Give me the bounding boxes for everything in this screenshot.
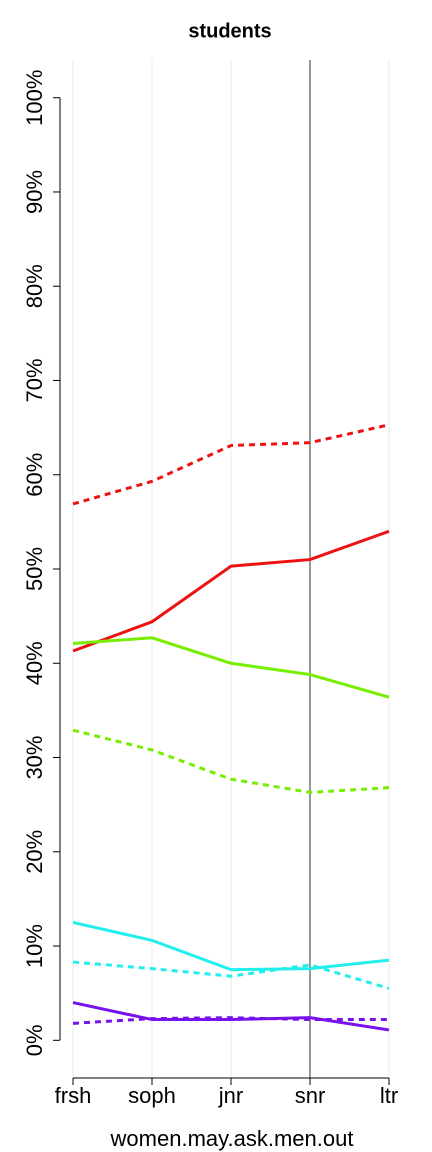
- chart-title: students: [188, 20, 271, 42]
- y-tick-label: 20%: [22, 830, 47, 874]
- y-tick-label: 90%: [22, 170, 47, 214]
- y-tick-label: 40%: [22, 641, 47, 685]
- y-tick-label: 80%: [22, 264, 47, 308]
- series-line: [72, 1016, 389, 1025]
- y-tick-label: 100%: [22, 70, 47, 126]
- y-tick-label: 10%: [22, 924, 47, 968]
- series-line: [72, 529, 390, 653]
- y-tick-label: 30%: [22, 735, 47, 779]
- series-line: [72, 1001, 390, 1032]
- x-axis-label: women.may.ask.men.out: [110, 1126, 354, 1151]
- series-line: [72, 728, 390, 794]
- x-tick-label: frsh: [55, 1083, 92, 1108]
- series-line: [72, 960, 390, 990]
- y-tick-label: 0%: [22, 1024, 47, 1056]
- series-line: [72, 921, 390, 972]
- x-tick-label: snr: [295, 1083, 326, 1108]
- series-line: [72, 636, 390, 699]
- y-tick-label: 50%: [22, 547, 47, 591]
- x-tick-label: ltr: [380, 1083, 398, 1108]
- series-line: [72, 423, 390, 506]
- y-tick-label: 60%: [22, 453, 47, 497]
- x-tick-label: soph: [128, 1083, 176, 1108]
- x-tick-label: jnr: [218, 1083, 243, 1108]
- y-tick-label: 70%: [22, 358, 47, 402]
